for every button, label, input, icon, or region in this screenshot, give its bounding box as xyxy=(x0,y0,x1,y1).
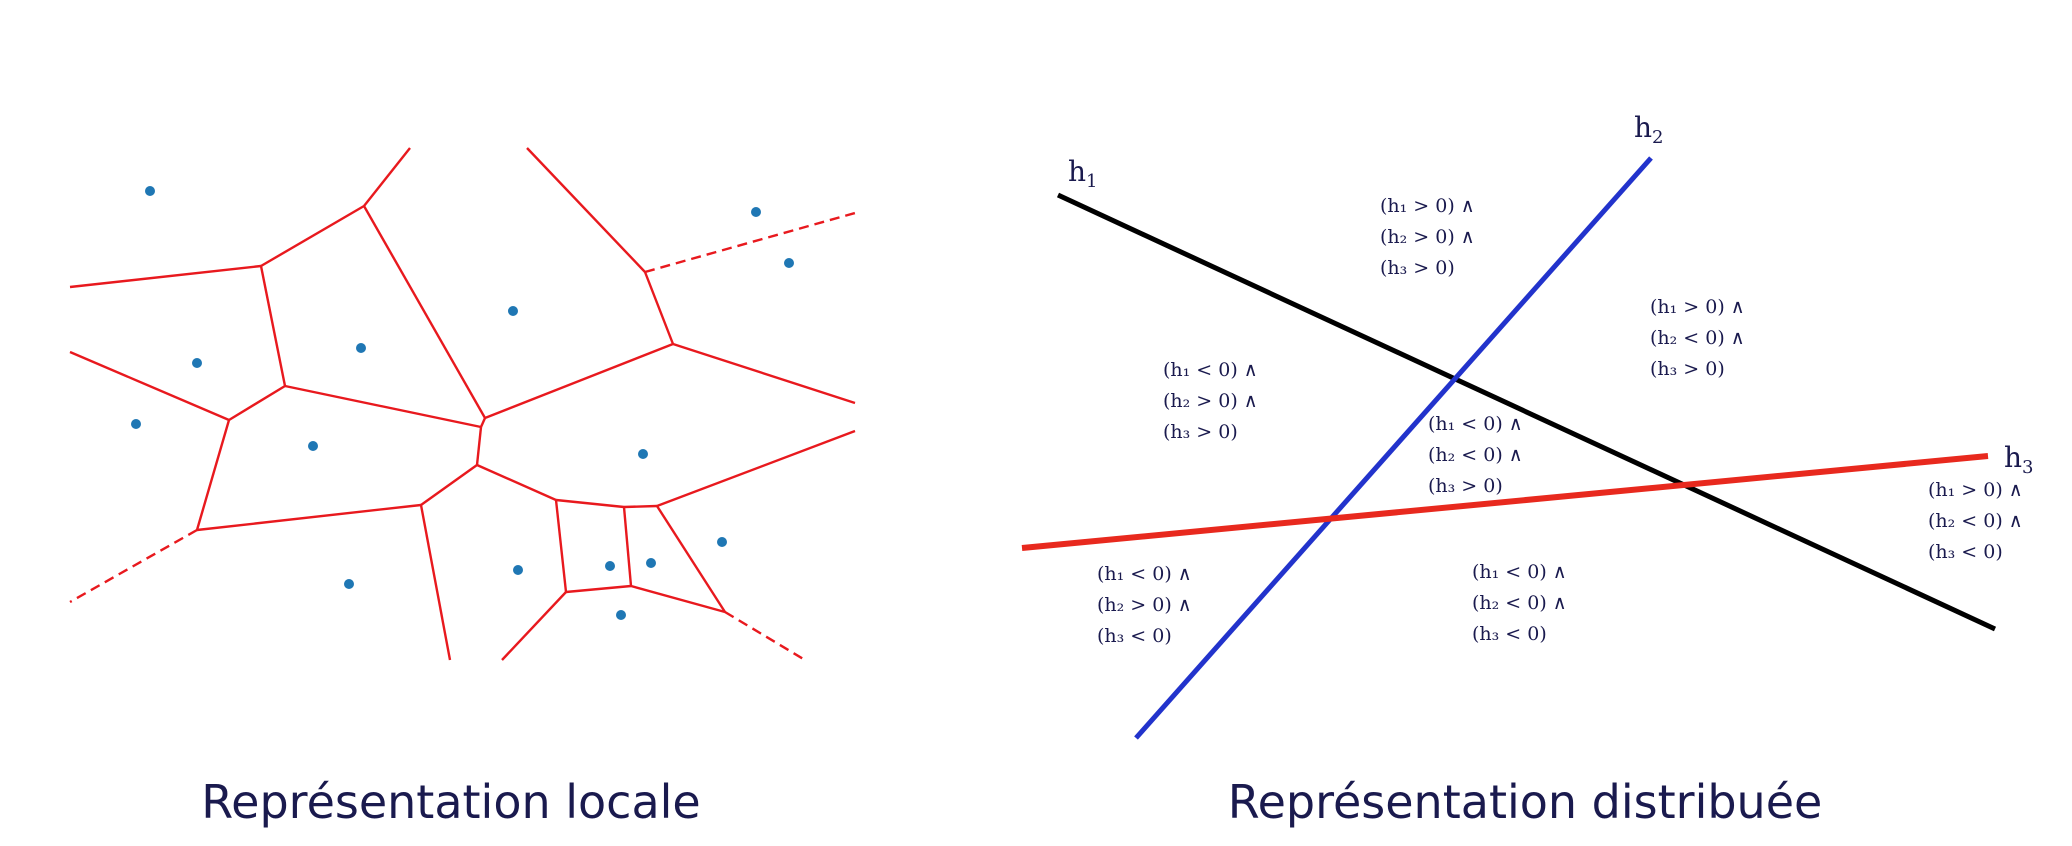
voronoi-edge xyxy=(554,499,568,593)
voronoi-edge xyxy=(672,342,856,405)
voronoi-edge xyxy=(526,147,646,273)
voronoi-site xyxy=(646,558,656,568)
voronoi-site xyxy=(192,358,202,368)
region-label-npp: (h₁ < 0) ∧ (h₂ > 0) ∧ (h₃ > 0) xyxy=(1163,359,1264,443)
voronoi-dashed-edges xyxy=(69,211,856,662)
region-label-pnn: (h₁ > 0) ∧ (h₂ < 0) ∧ (h₃ < 0) xyxy=(1928,479,2029,563)
voronoi-edge xyxy=(501,591,567,661)
h1-line xyxy=(1056,192,1997,632)
region-label-nnn: (h₁ < 0) ∧ (h₂ < 0) ∧ (h₃ < 0) xyxy=(1472,561,1573,645)
voronoi-edge xyxy=(630,584,726,614)
voronoi-site xyxy=(308,441,318,451)
voronoi-edges xyxy=(69,147,856,661)
voronoi-edge-dashed xyxy=(69,528,198,604)
voronoi-edge xyxy=(69,264,262,289)
h3-line xyxy=(1021,453,1989,551)
voronoi-site xyxy=(751,207,761,217)
voronoi-edge xyxy=(362,205,487,419)
h2-label: h2 xyxy=(1634,111,1664,148)
voronoi-edge xyxy=(622,506,633,587)
h2-line xyxy=(1134,156,1653,740)
voronoi-edge xyxy=(195,419,231,531)
voronoi-edge xyxy=(479,417,487,428)
caption-local: Représentation locale xyxy=(201,775,701,829)
region-label-ppp: (h₁ > 0) ∧ (h₂ > 0) ∧ (h₃ > 0) xyxy=(1380,195,1481,279)
voronoi-edge xyxy=(555,498,625,509)
voronoi-edge xyxy=(565,584,632,594)
voronoi-site xyxy=(344,579,354,589)
voronoi-edge xyxy=(420,464,478,506)
voronoi-edge-dashed xyxy=(644,211,856,274)
region-label-npn: (h₁ < 0) ∧ (h₂ > 0) ∧ (h₃ < 0) xyxy=(1097,563,1198,647)
voronoi-edge xyxy=(260,204,365,268)
voronoi-edge xyxy=(363,147,411,207)
voronoi-edge xyxy=(419,504,452,661)
voronoi-site xyxy=(508,306,518,316)
voronoi-site xyxy=(131,419,141,429)
region-label-nnp: (h₁ < 0) ∧ (h₂ < 0) ∧ (h₃ > 0) xyxy=(1428,413,1529,497)
voronoi-edge xyxy=(476,463,557,502)
voronoi-edge xyxy=(228,384,286,422)
voronoi-edge xyxy=(284,384,482,429)
h1-label: h1 xyxy=(1068,155,1098,192)
voronoi-site xyxy=(616,610,626,620)
voronoi-site xyxy=(145,186,155,196)
voronoi-edge xyxy=(259,265,287,387)
voronoi-edge xyxy=(69,350,230,422)
voronoi-site xyxy=(638,449,648,459)
voronoi-edge xyxy=(643,271,675,345)
voronoi-sites xyxy=(131,186,794,620)
region-label-pnp: (h₁ > 0) ∧ (h₂ < 0) ∧ (h₃ > 0) xyxy=(1650,296,1751,380)
voronoi-edge xyxy=(655,505,727,613)
voronoi-edge xyxy=(623,504,658,509)
voronoi-site xyxy=(784,258,794,268)
voronoi-edge xyxy=(656,429,856,508)
voronoi-edge xyxy=(484,342,674,420)
caption-distributed: Représentation distribuée xyxy=(1227,775,1823,829)
voronoi-site xyxy=(605,561,615,571)
h3-label: h3 xyxy=(2004,441,2034,478)
voronoi-site xyxy=(717,537,727,547)
voronoi-edge xyxy=(475,426,483,466)
voronoi-edge xyxy=(196,503,422,532)
voronoi-site xyxy=(356,343,366,353)
voronoi-site xyxy=(513,565,523,575)
